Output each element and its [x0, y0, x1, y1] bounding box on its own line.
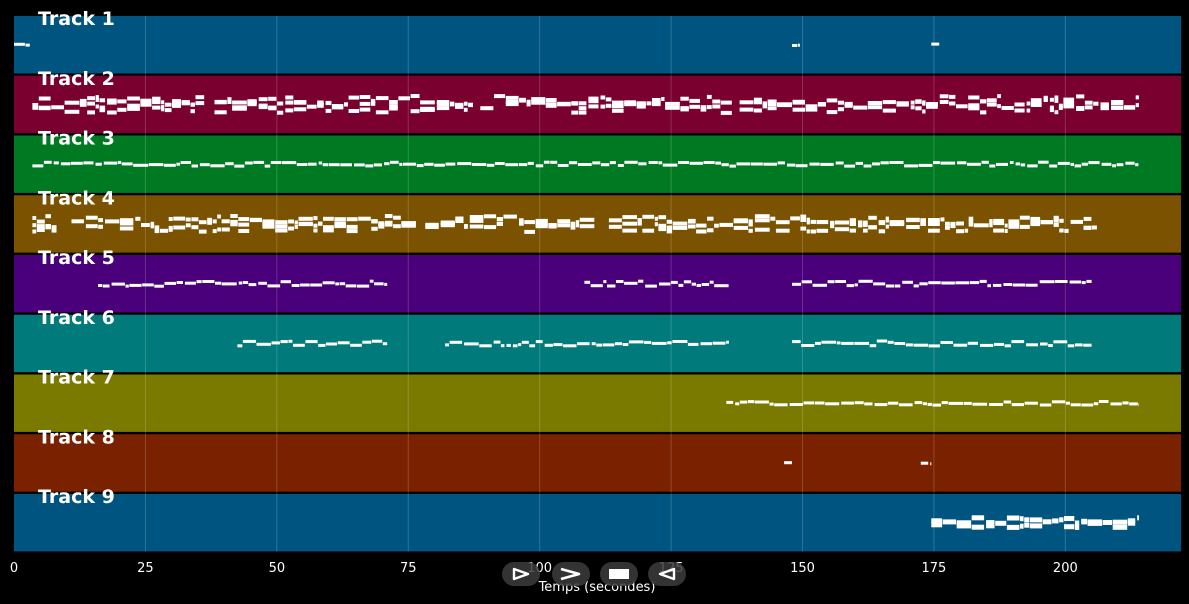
note-segment	[784, 461, 792, 465]
x-tick-label: 150	[790, 561, 815, 576]
note-segment	[726, 400, 1139, 407]
stop-button[interactable]	[600, 562, 638, 586]
note-segment	[32, 160, 1139, 168]
track-title-1: Track 1	[38, 8, 115, 30]
playback-controls	[502, 562, 688, 588]
track-title-7: Track 7	[38, 367, 115, 389]
track-title-9: Track 9	[38, 486, 115, 508]
note-segment	[792, 339, 1092, 348]
note-segment	[920, 461, 932, 466]
track-title-6: Track 6	[38, 307, 115, 329]
track-title-4: Track 4	[38, 187, 115, 209]
reverse-button[interactable]	[648, 562, 686, 586]
note-segment	[32, 94, 1139, 115]
reverse-play-icon	[658, 567, 676, 581]
x-tick-label: 175	[922, 561, 947, 576]
note-segment	[792, 43, 800, 47]
track-lane-6	[14, 314, 1181, 373]
track-lane-5	[14, 255, 1181, 313]
stop-square-icon	[609, 569, 629, 579]
track-title-8: Track 8	[38, 426, 115, 448]
next-button[interactable]	[552, 562, 590, 586]
note-segment	[98, 279, 388, 288]
x-tick-label: 75	[400, 561, 417, 576]
note-segment	[931, 515, 1139, 530]
note-segment	[931, 42, 940, 46]
note-segment	[32, 214, 1097, 234]
track-title-2: Track 2	[38, 68, 115, 90]
track-lane-8	[14, 434, 1181, 492]
note-segment	[237, 339, 388, 348]
step-back-button[interactable]	[502, 562, 540, 586]
note-segment	[584, 279, 729, 288]
track-title-3: Track 3	[38, 128, 115, 150]
chevron-right-icon	[560, 567, 581, 581]
note-segment	[792, 279, 1092, 288]
x-tick-label: 0	[10, 561, 18, 576]
play-outline-icon	[512, 567, 530, 581]
note-segment	[14, 42, 30, 47]
x-tick-label: 25	[137, 561, 154, 576]
x-tick-label: 200	[1053, 561, 1078, 576]
x-tick-label: 50	[269, 561, 286, 576]
track-lane-1	[14, 16, 1181, 74]
track-title-5: Track 5	[38, 247, 115, 269]
note-segment	[445, 340, 729, 348]
